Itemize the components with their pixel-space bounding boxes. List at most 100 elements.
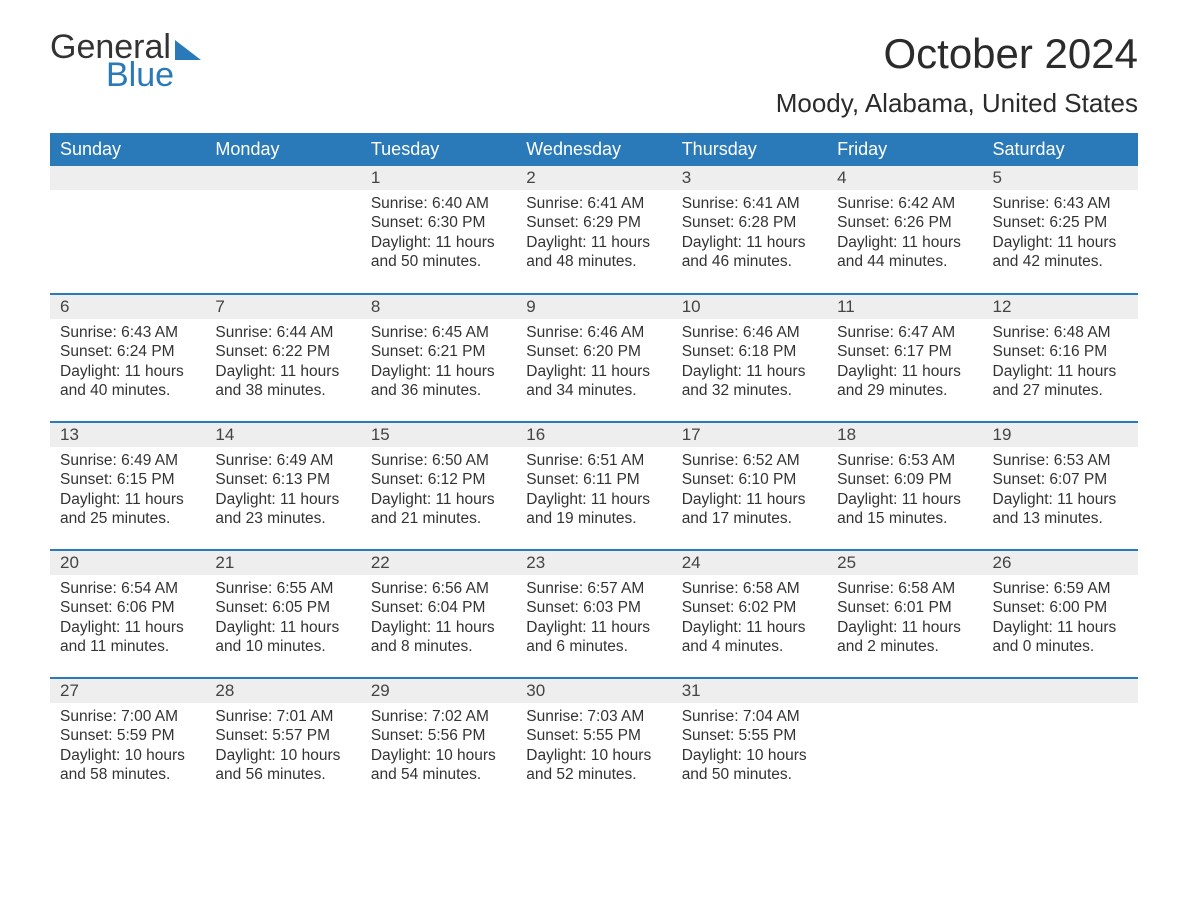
day-body: Sunrise: 6:44 AMSunset: 6:22 PMDaylight:… [205, 319, 360, 411]
daylight-line: Daylight: 11 hours and 8 minutes. [371, 618, 506, 657]
daylight-line: Daylight: 11 hours and 27 minutes. [993, 362, 1128, 401]
day-number: 25 [827, 551, 982, 575]
calendar-header-row: SundayMondayTuesdayWednesdayThursdayFrid… [50, 133, 1138, 166]
calendar-cell: 8Sunrise: 6:45 AMSunset: 6:21 PMDaylight… [361, 294, 516, 422]
sunset-line: Sunset: 6:29 PM [526, 213, 661, 232]
sunset-line: Sunset: 6:17 PM [837, 342, 972, 361]
page-header: General Blue October 2024 Moody, Alabama… [50, 30, 1138, 119]
sunrise-line: Sunrise: 6:58 AM [837, 579, 972, 598]
day-number: 14 [205, 423, 360, 447]
daylight-line: Daylight: 10 hours and 52 minutes. [526, 746, 661, 785]
sunset-line: Sunset: 6:18 PM [682, 342, 817, 361]
sunrise-line: Sunrise: 6:49 AM [60, 451, 195, 470]
calendar-cell: 23Sunrise: 6:57 AMSunset: 6:03 PMDayligh… [516, 550, 671, 678]
calendar-week: 27Sunrise: 7:00 AMSunset: 5:59 PMDayligh… [50, 678, 1138, 806]
daylight-line: Daylight: 11 hours and 50 minutes. [371, 233, 506, 272]
daylight-line: Daylight: 11 hours and 29 minutes. [837, 362, 972, 401]
sunset-line: Sunset: 5:57 PM [215, 726, 350, 745]
sunrise-line: Sunrise: 6:44 AM [215, 323, 350, 342]
daylight-line: Daylight: 11 hours and 46 minutes. [682, 233, 817, 272]
sunrise-line: Sunrise: 6:43 AM [60, 323, 195, 342]
day-body: Sunrise: 6:41 AMSunset: 6:29 PMDaylight:… [516, 190, 671, 282]
calendar-cell: 27Sunrise: 7:00 AMSunset: 5:59 PMDayligh… [50, 678, 205, 806]
day-body: Sunrise: 6:53 AMSunset: 6:09 PMDaylight:… [827, 447, 982, 539]
day-number: 28 [205, 679, 360, 703]
sunset-line: Sunset: 6:24 PM [60, 342, 195, 361]
day-number: 3 [672, 166, 827, 190]
day-body: Sunrise: 6:50 AMSunset: 6:12 PMDaylight:… [361, 447, 516, 539]
calendar-table: SundayMondayTuesdayWednesdayThursdayFrid… [50, 133, 1138, 806]
month-title: October 2024 [776, 30, 1138, 78]
calendar-cell: 28Sunrise: 7:01 AMSunset: 5:57 PMDayligh… [205, 678, 360, 806]
sunset-line: Sunset: 5:55 PM [526, 726, 661, 745]
sunrise-line: Sunrise: 6:49 AM [215, 451, 350, 470]
day-body: Sunrise: 7:03 AMSunset: 5:55 PMDaylight:… [516, 703, 671, 795]
day-body: Sunrise: 6:49 AMSunset: 6:15 PMDaylight:… [50, 447, 205, 539]
title-block: October 2024 Moody, Alabama, United Stat… [776, 30, 1138, 119]
calendar-cell: 13Sunrise: 6:49 AMSunset: 6:15 PMDayligh… [50, 422, 205, 550]
sunrise-line: Sunrise: 6:41 AM [526, 194, 661, 213]
daylight-line: Daylight: 11 hours and 4 minutes. [682, 618, 817, 657]
sunrise-line: Sunrise: 7:04 AM [682, 707, 817, 726]
calendar-week: 13Sunrise: 6:49 AMSunset: 6:15 PMDayligh… [50, 422, 1138, 550]
daylight-line: Daylight: 11 hours and 11 minutes. [60, 618, 195, 657]
day-body: Sunrise: 6:58 AMSunset: 6:02 PMDaylight:… [672, 575, 827, 667]
sunset-line: Sunset: 6:22 PM [215, 342, 350, 361]
daylight-line: Daylight: 11 hours and 17 minutes. [682, 490, 817, 529]
day-number: 26 [983, 551, 1138, 575]
sunset-line: Sunset: 6:28 PM [682, 213, 817, 232]
day-body: Sunrise: 6:43 AMSunset: 6:25 PMDaylight:… [983, 190, 1138, 282]
calendar-cell: 4Sunrise: 6:42 AMSunset: 6:26 PMDaylight… [827, 166, 982, 294]
day-number: 24 [672, 551, 827, 575]
calendar-cell [50, 166, 205, 294]
day-number: 12 [983, 295, 1138, 319]
sunrise-line: Sunrise: 6:41 AM [682, 194, 817, 213]
calendar-cell: 19Sunrise: 6:53 AMSunset: 6:07 PMDayligh… [983, 422, 1138, 550]
day-header: Sunday [50, 133, 205, 166]
calendar-cell: 5Sunrise: 6:43 AMSunset: 6:25 PMDaylight… [983, 166, 1138, 294]
day-number: 11 [827, 295, 982, 319]
day-number: 16 [516, 423, 671, 447]
sunrise-line: Sunrise: 6:46 AM [682, 323, 817, 342]
calendar-body: 1Sunrise: 6:40 AMSunset: 6:30 PMDaylight… [50, 166, 1138, 806]
day-body: Sunrise: 7:01 AMSunset: 5:57 PMDaylight:… [205, 703, 360, 795]
sunrise-line: Sunrise: 6:54 AM [60, 579, 195, 598]
day-body: Sunrise: 6:49 AMSunset: 6:13 PMDaylight:… [205, 447, 360, 539]
daylight-line: Daylight: 11 hours and 6 minutes. [526, 618, 661, 657]
calendar-cell: 2Sunrise: 6:41 AMSunset: 6:29 PMDaylight… [516, 166, 671, 294]
sunset-line: Sunset: 6:05 PM [215, 598, 350, 617]
sunset-line: Sunset: 6:10 PM [682, 470, 817, 489]
sail-icon [175, 40, 201, 60]
calendar-cell: 12Sunrise: 6:48 AMSunset: 6:16 PMDayligh… [983, 294, 1138, 422]
day-body: Sunrise: 6:48 AMSunset: 6:16 PMDaylight:… [983, 319, 1138, 411]
sunset-line: Sunset: 5:59 PM [60, 726, 195, 745]
day-header: Friday [827, 133, 982, 166]
sunrise-line: Sunrise: 6:46 AM [526, 323, 661, 342]
calendar-cell [983, 678, 1138, 806]
daylight-line: Daylight: 11 hours and 42 minutes. [993, 233, 1128, 272]
day-body: Sunrise: 6:43 AMSunset: 6:24 PMDaylight:… [50, 319, 205, 411]
day-number: 19 [983, 423, 1138, 447]
daylight-line: Daylight: 11 hours and 10 minutes. [215, 618, 350, 657]
sunrise-line: Sunrise: 6:40 AM [371, 194, 506, 213]
sunset-line: Sunset: 6:21 PM [371, 342, 506, 361]
calendar-cell: 22Sunrise: 6:56 AMSunset: 6:04 PMDayligh… [361, 550, 516, 678]
sunrise-line: Sunrise: 6:53 AM [837, 451, 972, 470]
day-number: 9 [516, 295, 671, 319]
sunrise-line: Sunrise: 6:48 AM [993, 323, 1128, 342]
day-number: 29 [361, 679, 516, 703]
day-body: Sunrise: 6:51 AMSunset: 6:11 PMDaylight:… [516, 447, 671, 539]
sunrise-line: Sunrise: 6:52 AM [682, 451, 817, 470]
daylight-line: Daylight: 11 hours and 40 minutes. [60, 362, 195, 401]
daylight-line: Daylight: 11 hours and 2 minutes. [837, 618, 972, 657]
day-number [827, 679, 982, 703]
sunset-line: Sunset: 6:02 PM [682, 598, 817, 617]
calendar-cell [827, 678, 982, 806]
location-text: Moody, Alabama, United States [776, 88, 1138, 119]
sunset-line: Sunset: 6:13 PM [215, 470, 350, 489]
calendar-cell: 14Sunrise: 6:49 AMSunset: 6:13 PMDayligh… [205, 422, 360, 550]
sunrise-line: Sunrise: 6:57 AM [526, 579, 661, 598]
day-body: Sunrise: 6:46 AMSunset: 6:18 PMDaylight:… [672, 319, 827, 411]
sunset-line: Sunset: 6:09 PM [837, 470, 972, 489]
calendar-cell [205, 166, 360, 294]
